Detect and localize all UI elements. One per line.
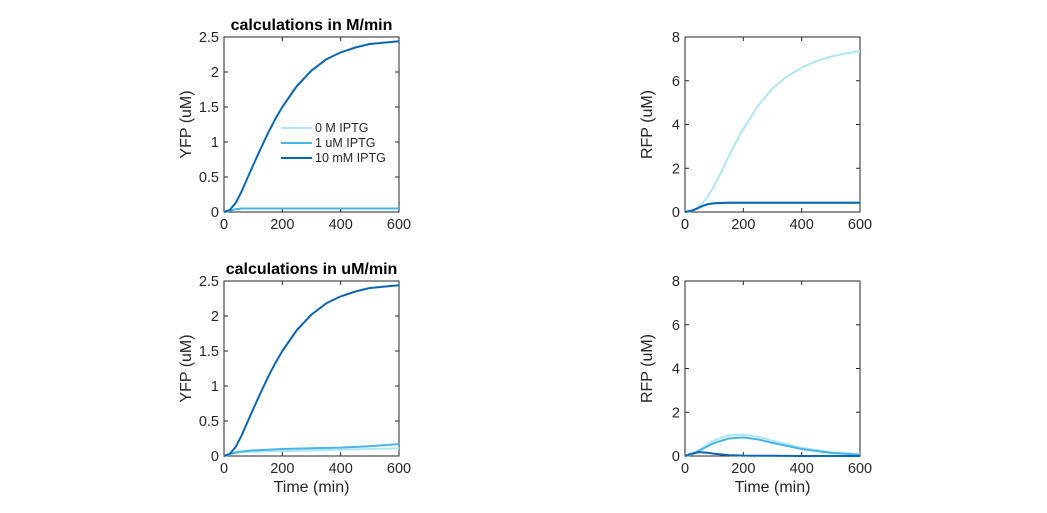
y-tick-label: 4 [672, 118, 680, 134]
y-tick-label: 1 [211, 135, 219, 151]
y-tick-label: 2 [211, 65, 219, 81]
x-tick-label: 0 [220, 461, 228, 477]
chart-3: 0 200 400 600 0 0.5 1 1.5 2 2.5 YFP (uM) Time (min)… [178, 261, 411, 496]
y-tick-label: 2.5 [199, 274, 219, 290]
series-line-2 [223, 443, 400, 457]
y-tick-label: 2 [211, 309, 219, 325]
axes-box [684, 36, 861, 213]
y-tick-label: 2.5 [199, 30, 219, 46]
y-tick-label: 8 [672, 274, 680, 290]
chart-title: calculations in M/min [231, 17, 393, 34]
axes-box [223, 36, 400, 213]
axes-box [223, 280, 400, 457]
x-tick-label: 200 [270, 461, 294, 477]
series-line-3 [684, 451, 860, 457]
y-axis-label: YFP (uM) [178, 90, 195, 158]
y-tick-label: 2 [672, 405, 680, 421]
x-tick-label: 0 [681, 461, 689, 477]
legend-label-2: 1 uM IPTG [315, 136, 375, 150]
x-tick-label: 200 [270, 217, 294, 233]
x-tick-label: 400 [329, 217, 353, 233]
x-axis-label: Time (min) [274, 479, 350, 496]
y-tick-label: 0 [672, 449, 680, 465]
x-tick-label: 600 [387, 461, 411, 477]
y-axis-label: RFP (uM) [639, 90, 656, 159]
series-line-3 [223, 40, 400, 213]
chart-title: calculations in uM/min [226, 261, 398, 278]
y-tick-label: 4 [672, 362, 680, 378]
y-tick-label: 0 [672, 205, 680, 221]
y-tick-label: 1 [211, 379, 219, 395]
chart-4: 0 200 400 600 0 2 4 6 8 RFP (uM) Time (min) [639, 274, 872, 496]
legend-label-1: 0 M IPTG [315, 121, 368, 135]
x-tick-label: 400 [790, 461, 814, 477]
chart-2: 0 200 400 600 0 2 4 6 8 RFP (uM) [639, 30, 872, 233]
x-tick-label: 600 [387, 217, 411, 233]
y-tick-label: 1.5 [199, 344, 219, 360]
x-tick-label: 400 [790, 217, 814, 233]
x-tick-label: 600 [848, 461, 872, 477]
axes-box [684, 280, 861, 457]
y-tick-label: 0 [211, 449, 219, 465]
y-tick-label: 0.5 [199, 414, 219, 430]
y-tick-label: 2 [672, 161, 680, 177]
legend-label-3: 10 mM IPTG [315, 151, 386, 165]
y-tick-label: 8 [672, 30, 680, 46]
x-tick-label: 0 [681, 217, 689, 233]
x-tick-label: 400 [329, 461, 353, 477]
x-tick-label: 600 [848, 217, 872, 233]
y-axis-label: RFP (uM) [639, 334, 656, 403]
series-line-2 [223, 207, 399, 213]
x-tick-label: 200 [731, 461, 755, 477]
series-line-3 [684, 201, 860, 213]
y-tick-label: 0.5 [199, 170, 219, 186]
x-tick-label: 200 [731, 217, 755, 233]
y-axis-label: YFP (uM) [178, 334, 195, 402]
chart-1: 0 200 400 600 0 0.5 1 1.5 2 2.5 YFP (uM) calculatio… [178, 17, 411, 233]
x-tick-label: 0 [220, 217, 228, 233]
x-axis-label: Time (min) [735, 479, 811, 496]
y-tick-label: 6 [672, 74, 680, 90]
series-line-1 [684, 50, 861, 213]
y-tick-label: 1.5 [199, 100, 219, 116]
series-line-3 [223, 284, 400, 457]
y-tick-label: 0 [211, 205, 219, 221]
y-tick-label: 6 [672, 318, 680, 334]
